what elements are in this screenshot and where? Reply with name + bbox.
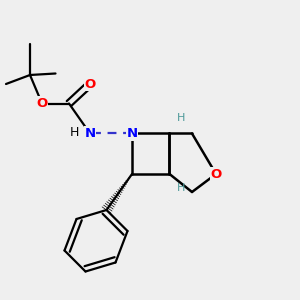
Text: H: H bbox=[177, 113, 185, 123]
Text: O: O bbox=[84, 77, 96, 91]
Text: H: H bbox=[70, 126, 79, 139]
Text: N: N bbox=[126, 127, 138, 140]
Text: H: H bbox=[177, 183, 185, 194]
Text: O: O bbox=[36, 97, 48, 110]
Text: N: N bbox=[84, 127, 96, 140]
Text: O: O bbox=[210, 167, 222, 181]
